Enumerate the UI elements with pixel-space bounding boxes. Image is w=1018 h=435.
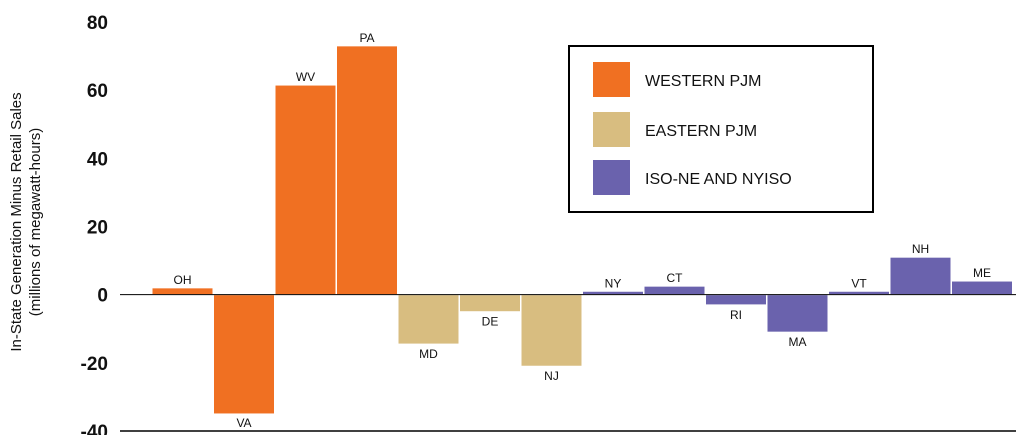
bar-md (397, 294, 460, 345)
bar-label-me: ME (973, 266, 991, 280)
legend-swatch-iso-ne-nyiso (593, 160, 630, 195)
y-axis-title-line2: (millions of megawatt-hours) (27, 128, 44, 316)
bar-label-ma: MA (789, 335, 807, 349)
bar-ny (582, 290, 644, 296)
bar-me (951, 280, 1013, 296)
bar-label-va: VA (236, 416, 251, 430)
legend-swatch-western-pjm (593, 62, 630, 97)
bar-vt (828, 290, 890, 296)
bar-label-ny: NY (605, 276, 622, 290)
bar-label-nh: NH (912, 242, 929, 256)
bar-ct (643, 285, 706, 296)
bar-label-oh: OH (174, 273, 192, 287)
bar-nh (889, 256, 952, 296)
y-axis-ticks: 80 60 40 20 0 -20 -40 (81, 13, 108, 435)
legend-swatch-eastern-pjm (593, 112, 630, 147)
bar-label-md: MD (419, 347, 438, 361)
y-tick-label: -40 (81, 422, 108, 435)
bar-ri (705, 294, 767, 306)
bar-label-vt: VT (851, 276, 867, 290)
bar-va (213, 294, 275, 415)
y-tick-label: 40 (87, 149, 108, 170)
bar-oh (151, 287, 214, 296)
y-tick-label: 60 (87, 81, 108, 102)
bar-de (459, 294, 521, 313)
y-tick-label: -20 (81, 354, 108, 375)
bar-wv (274, 84, 337, 296)
bar-label-nj: NJ (544, 369, 559, 383)
bar-pa (336, 45, 398, 296)
legend: WESTERN PJM EASTERN PJM ISO-NE AND NYISO (568, 45, 874, 213)
legend-label-iso-ne-nyiso: ISO-NE AND NYISO (645, 171, 792, 188)
bar-ma (766, 294, 829, 333)
y-tick-label: 0 (97, 286, 108, 307)
bar-label-wv: WV (296, 70, 315, 84)
legend-label-western-pjm: WESTERN PJM (645, 73, 761, 90)
legend-label-eastern-pjm: EASTERN PJM (645, 123, 757, 140)
y-tick-label: 20 (87, 218, 108, 239)
y-tick-label: 80 (87, 13, 108, 34)
y-axis-title-line1: In-State Generation Minus Retail Sales (8, 92, 25, 351)
y-axis-title: In-State Generation Minus Retail Sales (… (8, 92, 44, 351)
bar-label-ri: RI (730, 308, 742, 322)
bar-label-pa: PA (359, 31, 374, 45)
bars: OH VA WV PA MD DE NJ NY CT RI MA VT NH ME (151, 31, 1013, 430)
bar-nj (520, 294, 583, 367)
bar-label-ct: CT (667, 271, 684, 285)
bar-label-de: DE (482, 315, 499, 329)
